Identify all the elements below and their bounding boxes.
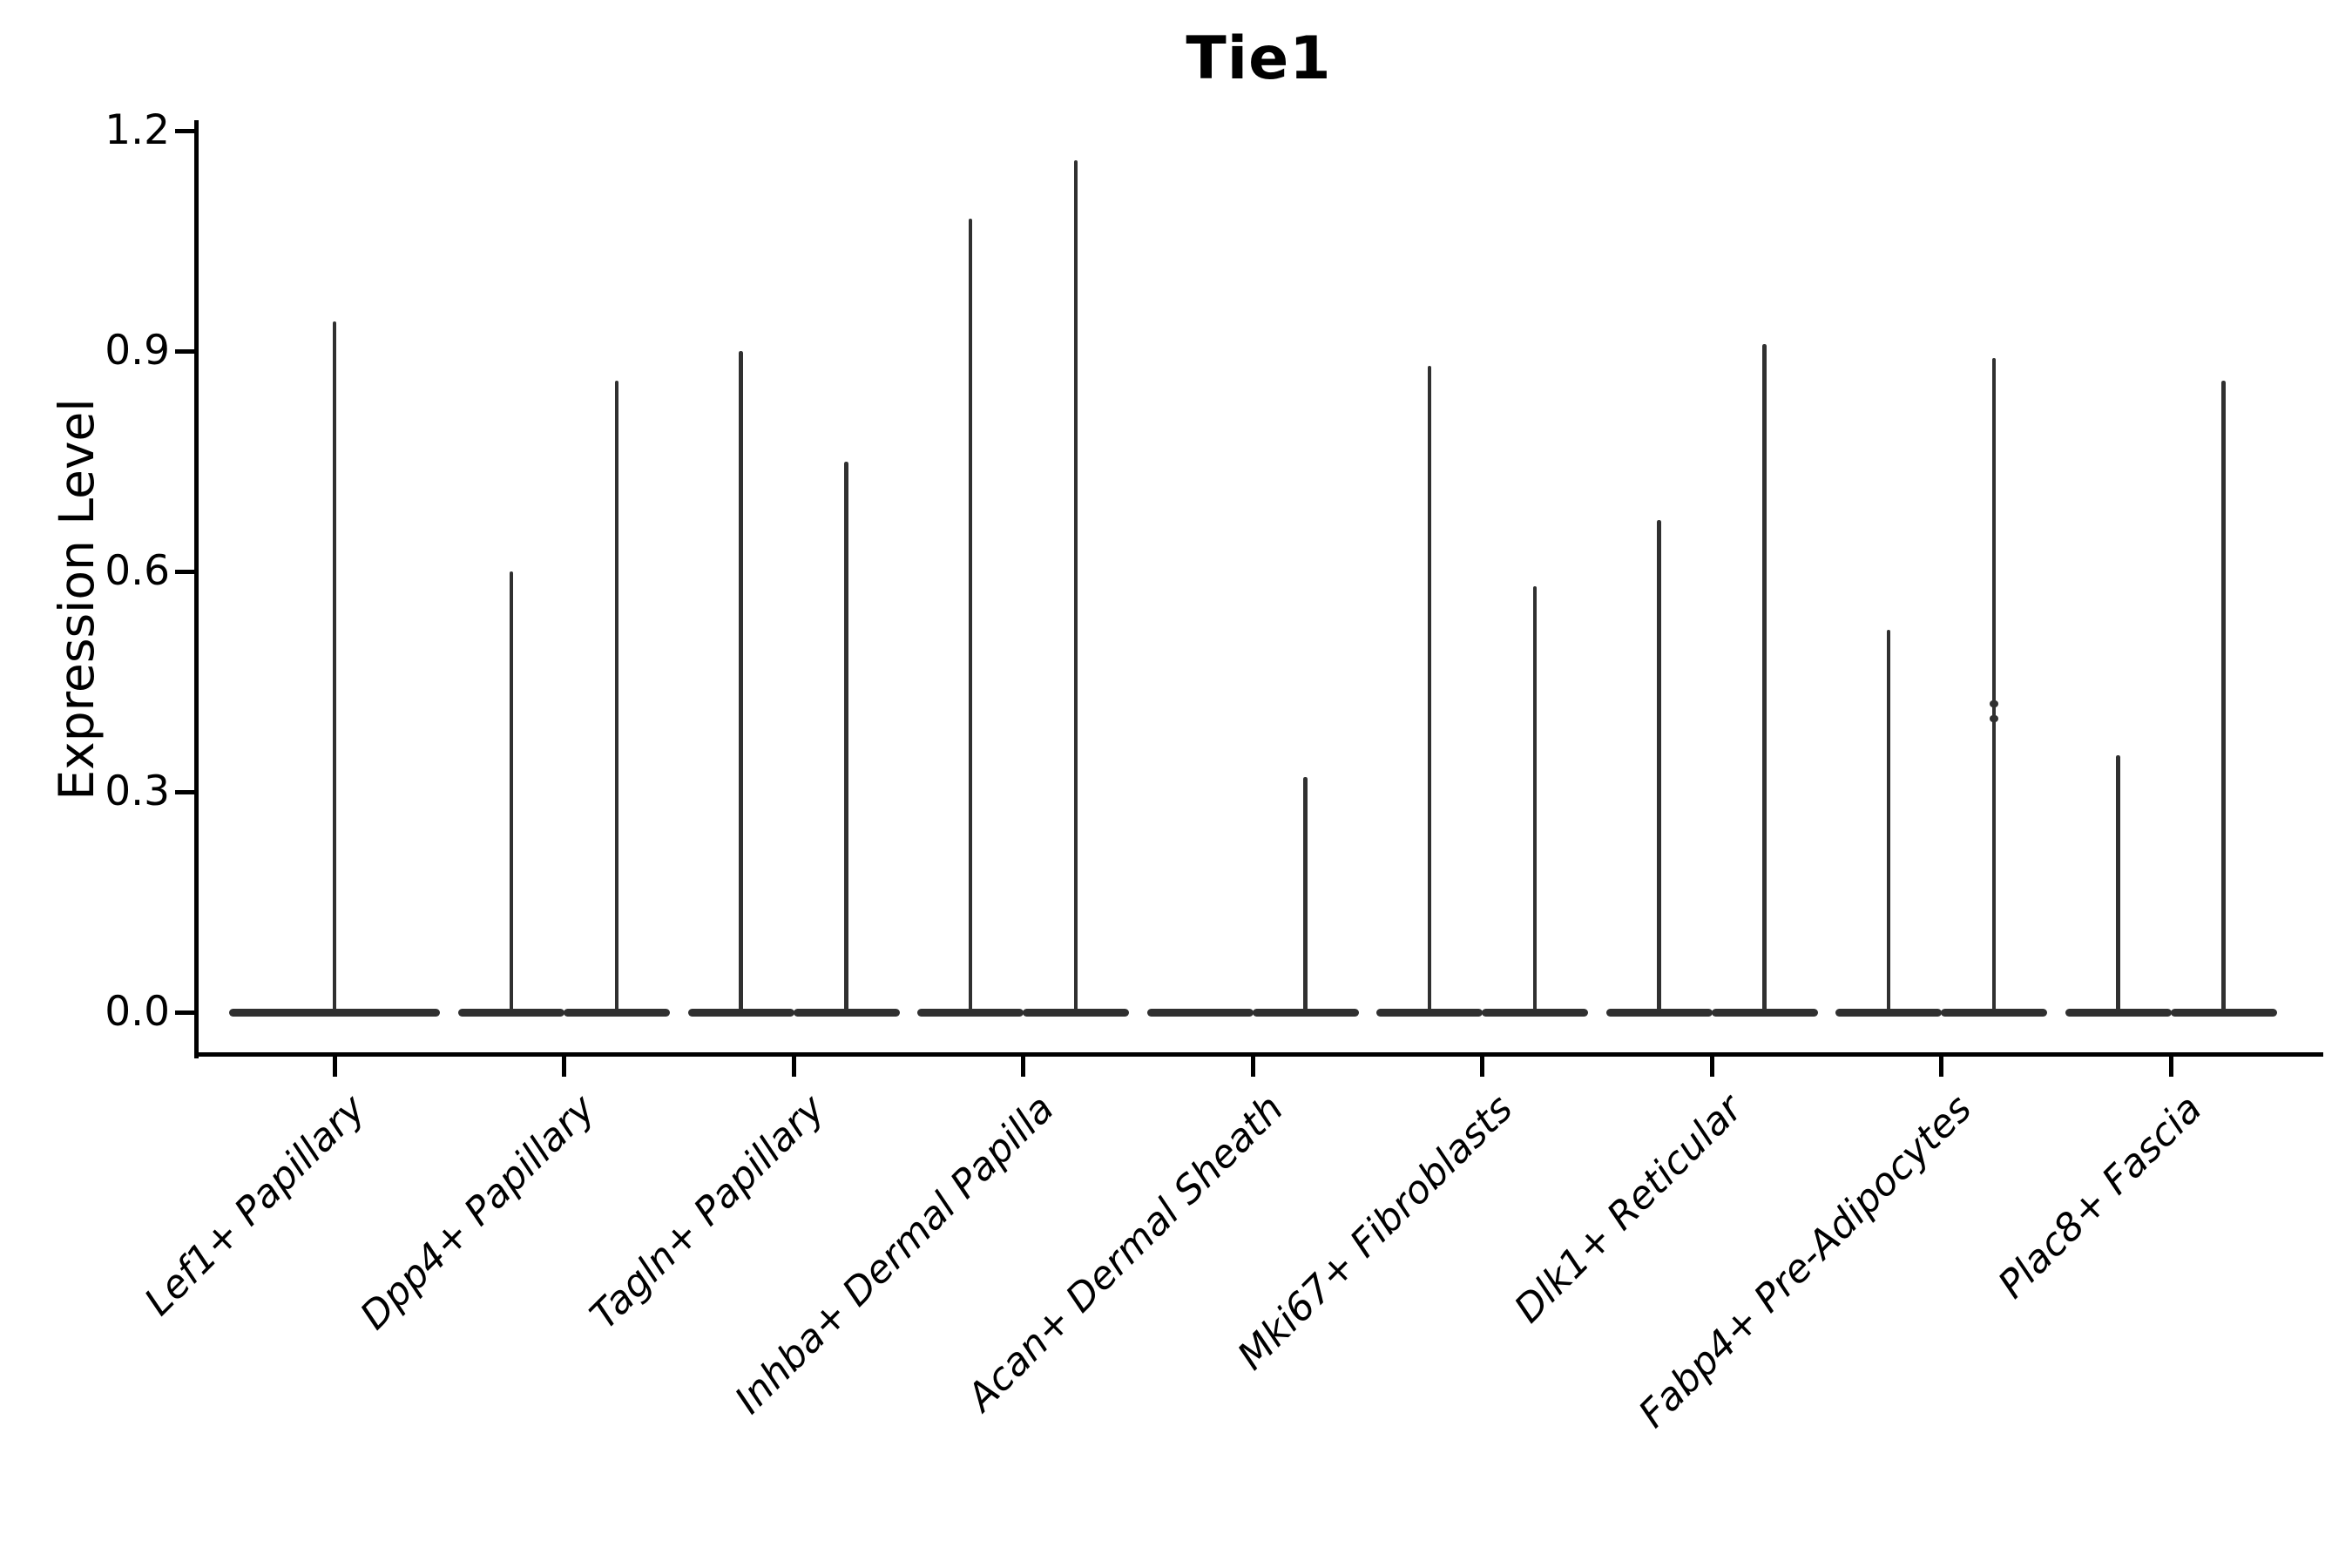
violin-base xyxy=(1023,1008,1129,1017)
violin-tail-spike xyxy=(2116,754,2120,1012)
violin-tail-spike xyxy=(968,219,973,1012)
violin-base xyxy=(564,1008,670,1017)
violin-tail-spike xyxy=(1532,585,1538,1012)
violin-tail-spike xyxy=(1762,343,1767,1012)
y-axis-line xyxy=(194,120,199,1058)
y-tick xyxy=(175,348,196,354)
x-tick xyxy=(562,1054,566,1077)
x-tick-label: Lef1+ Papillary xyxy=(136,1086,375,1325)
x-tick xyxy=(2168,1054,2173,1077)
x-tick xyxy=(1250,1054,1255,1077)
violin-tail-spike xyxy=(1991,358,1997,1012)
y-tick xyxy=(175,128,196,133)
x-tick xyxy=(1939,1054,1943,1077)
violin-base xyxy=(1835,1008,1942,1017)
violin-tail-spike xyxy=(509,571,514,1012)
x-tick xyxy=(1480,1054,1484,1077)
violin-base xyxy=(1146,1008,1254,1017)
violin-tail-spike xyxy=(1427,365,1432,1012)
violin-base xyxy=(793,1008,900,1017)
violin-tail-spike xyxy=(844,461,848,1012)
y-tick xyxy=(175,569,196,574)
x-tick xyxy=(1709,1054,1714,1077)
violin-base xyxy=(1605,1008,1713,1017)
y-tick xyxy=(175,789,196,794)
violin-tail-spike xyxy=(614,380,619,1012)
y-tick xyxy=(175,1010,196,1015)
violin-base xyxy=(458,1008,564,1017)
violin-tail-spike xyxy=(1303,777,1308,1012)
violin-base xyxy=(1376,1008,1483,1017)
x-tick-label: Dpp4+ Papillary xyxy=(351,1086,604,1339)
violin-base xyxy=(229,1008,440,1017)
x-tick xyxy=(791,1054,796,1077)
violin-tail-spike xyxy=(739,351,743,1012)
violin-base xyxy=(687,1008,794,1017)
violin-tail-spike xyxy=(2221,380,2226,1012)
y-tick-label: 0.6 xyxy=(105,547,170,596)
y-tick-label: 1.2 xyxy=(105,106,170,155)
violin-tail-spike xyxy=(1886,630,1891,1012)
x-axis-line xyxy=(194,1052,2323,1057)
violin-tail-spike xyxy=(1073,159,1078,1012)
x-tick xyxy=(1021,1054,1025,1077)
chart-title: Tie1 xyxy=(1186,24,1332,93)
y-tick-label: 0.9 xyxy=(105,327,170,375)
violin-base xyxy=(1252,1008,1359,1017)
x-tick-label: Dlk1+ Reticular xyxy=(1505,1086,1752,1332)
violin-base xyxy=(2170,1008,2277,1017)
y-tick-label: 0.0 xyxy=(105,988,170,1036)
violin-base xyxy=(917,1008,1024,1017)
violin-base xyxy=(1941,1008,2047,1017)
x-tick xyxy=(332,1054,337,1077)
violin-base xyxy=(2065,1008,2172,1017)
x-tick-label: Plac8+ Fascia xyxy=(1989,1086,2211,1308)
violin-dot xyxy=(1990,714,1998,722)
x-tick-label: Tagln+ Papillary xyxy=(581,1086,834,1338)
violin-base xyxy=(1711,1008,1818,1017)
violin-tail-spike xyxy=(1657,519,1661,1012)
y-axis-label: Expression Level xyxy=(49,398,105,801)
violin-dot xyxy=(1990,700,1998,707)
violin-tail-spike xyxy=(332,321,337,1012)
violin-base xyxy=(1482,1008,1588,1017)
y-tick-label: 0.3 xyxy=(105,767,170,815)
